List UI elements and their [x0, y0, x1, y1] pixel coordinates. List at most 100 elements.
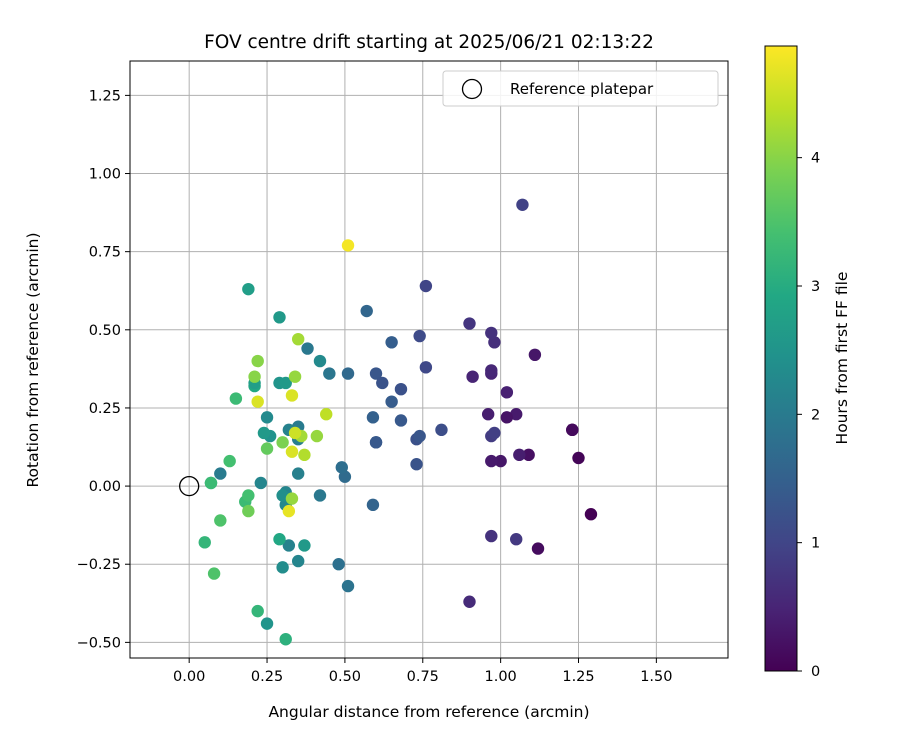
data-point: [251, 354, 264, 368]
data-point: [566, 423, 579, 437]
data-point: [494, 454, 507, 468]
data-point: [229, 392, 243, 405]
data-point: [410, 458, 423, 471]
data-point: [341, 579, 355, 593]
chart-title: FOV centre drift starting at 2025/06/21 …: [204, 32, 654, 53]
data-point: [260, 442, 274, 455]
data-point: [279, 376, 292, 390]
data-point: [394, 414, 408, 427]
colorbar-tick-label: 3: [811, 279, 820, 295]
data-point: [291, 467, 305, 480]
data-point: [260, 411, 274, 424]
data-point: [273, 311, 286, 324]
y-tick-label: 0.25: [89, 401, 121, 417]
data-point: [516, 198, 529, 211]
data-point: [531, 542, 545, 555]
x-axis-label: Angular distance from reference (arcmin): [268, 703, 589, 721]
data-point: [528, 348, 542, 362]
y-tick-label: 0.50: [89, 323, 121, 339]
y-tick-label: 0.75: [89, 245, 121, 261]
data-point: [463, 595, 476, 608]
data-point: [242, 504, 255, 518]
colorbar-tick-label: 0: [811, 664, 820, 680]
data-point: [279, 633, 292, 646]
x-tick-label: 0.00: [173, 669, 205, 685]
data-point: [298, 539, 311, 552]
data-point: [584, 508, 598, 521]
data-point: [313, 354, 327, 368]
y-tick-label: −0.25: [77, 557, 121, 573]
data-point: [481, 407, 495, 421]
data-point: [248, 370, 261, 383]
data-point: [313, 489, 327, 502]
data-point: [510, 533, 523, 546]
data-point: [298, 448, 311, 462]
gridlines: [130, 61, 728, 658]
colorbar-tick-label: 2: [811, 407, 820, 423]
x-tick-label: 1.25: [562, 669, 594, 685]
data-point: [338, 470, 352, 483]
data-point: [485, 529, 498, 543]
data-point: [301, 342, 314, 355]
x-ticks: 0.00 0.25 0.50 0.75 1.00 1.25 1.50: [173, 658, 673, 685]
x-tick-label: 1.50: [640, 669, 672, 685]
data-point: [254, 476, 268, 490]
data-points: [198, 198, 598, 646]
axes-frame: [129, 60, 729, 659]
data-point: [285, 492, 299, 505]
data-point: [466, 370, 479, 383]
data-point: [513, 448, 526, 462]
data-point: [341, 239, 355, 252]
x-tick-label: 0.50: [329, 669, 361, 685]
colorbar: [764, 45, 798, 672]
data-point: [332, 558, 345, 571]
x-tick-label: 0.75: [407, 669, 439, 685]
data-point: [510, 407, 523, 421]
data-point: [413, 329, 426, 343]
data-point: [366, 411, 380, 424]
data-point: [500, 386, 514, 399]
data-point: [291, 554, 305, 568]
colorbar-tick-label: 1: [811, 536, 820, 552]
legend-marker-reference: [461, 78, 483, 100]
data-point: [419, 361, 433, 374]
data-point: [282, 504, 296, 518]
data-point: [320, 407, 333, 421]
data-point: [257, 426, 271, 440]
data-point: [276, 436, 289, 449]
data-point: [435, 423, 448, 437]
legend: Reference platepar: [442, 70, 719, 107]
data-point: [413, 429, 426, 443]
data-point: [488, 426, 501, 440]
data-point: [291, 332, 305, 346]
data-point: [223, 454, 236, 468]
data-point: [260, 617, 274, 630]
legend-box: [442, 70, 719, 107]
data-point: [369, 436, 383, 449]
data-point: [198, 536, 211, 549]
data-point: [288, 426, 302, 440]
data-point: [485, 326, 498, 340]
data-point: [214, 514, 227, 527]
data-point: [285, 445, 299, 458]
data-point: [242, 489, 255, 502]
data-point: [385, 395, 398, 408]
data-point: [522, 448, 535, 462]
data-point: [251, 395, 264, 408]
data-point: [485, 454, 498, 468]
legend-label-reference: Reference platepar: [510, 80, 654, 98]
data-point: [288, 370, 302, 383]
data-point: [369, 367, 383, 380]
data-point: [273, 533, 286, 546]
data-point: [500, 411, 514, 424]
data-point: [366, 498, 380, 512]
data-point: [485, 364, 498, 377]
data-point: [214, 467, 227, 480]
colorbar-ticks: 0 1 2 3 4: [797, 151, 820, 680]
data-point: [242, 282, 255, 296]
y-tick-label: 1.25: [89, 88, 121, 104]
y-tick-label: 0.00: [89, 479, 121, 495]
data-point: [394, 382, 408, 396]
data-point: [207, 567, 221, 580]
